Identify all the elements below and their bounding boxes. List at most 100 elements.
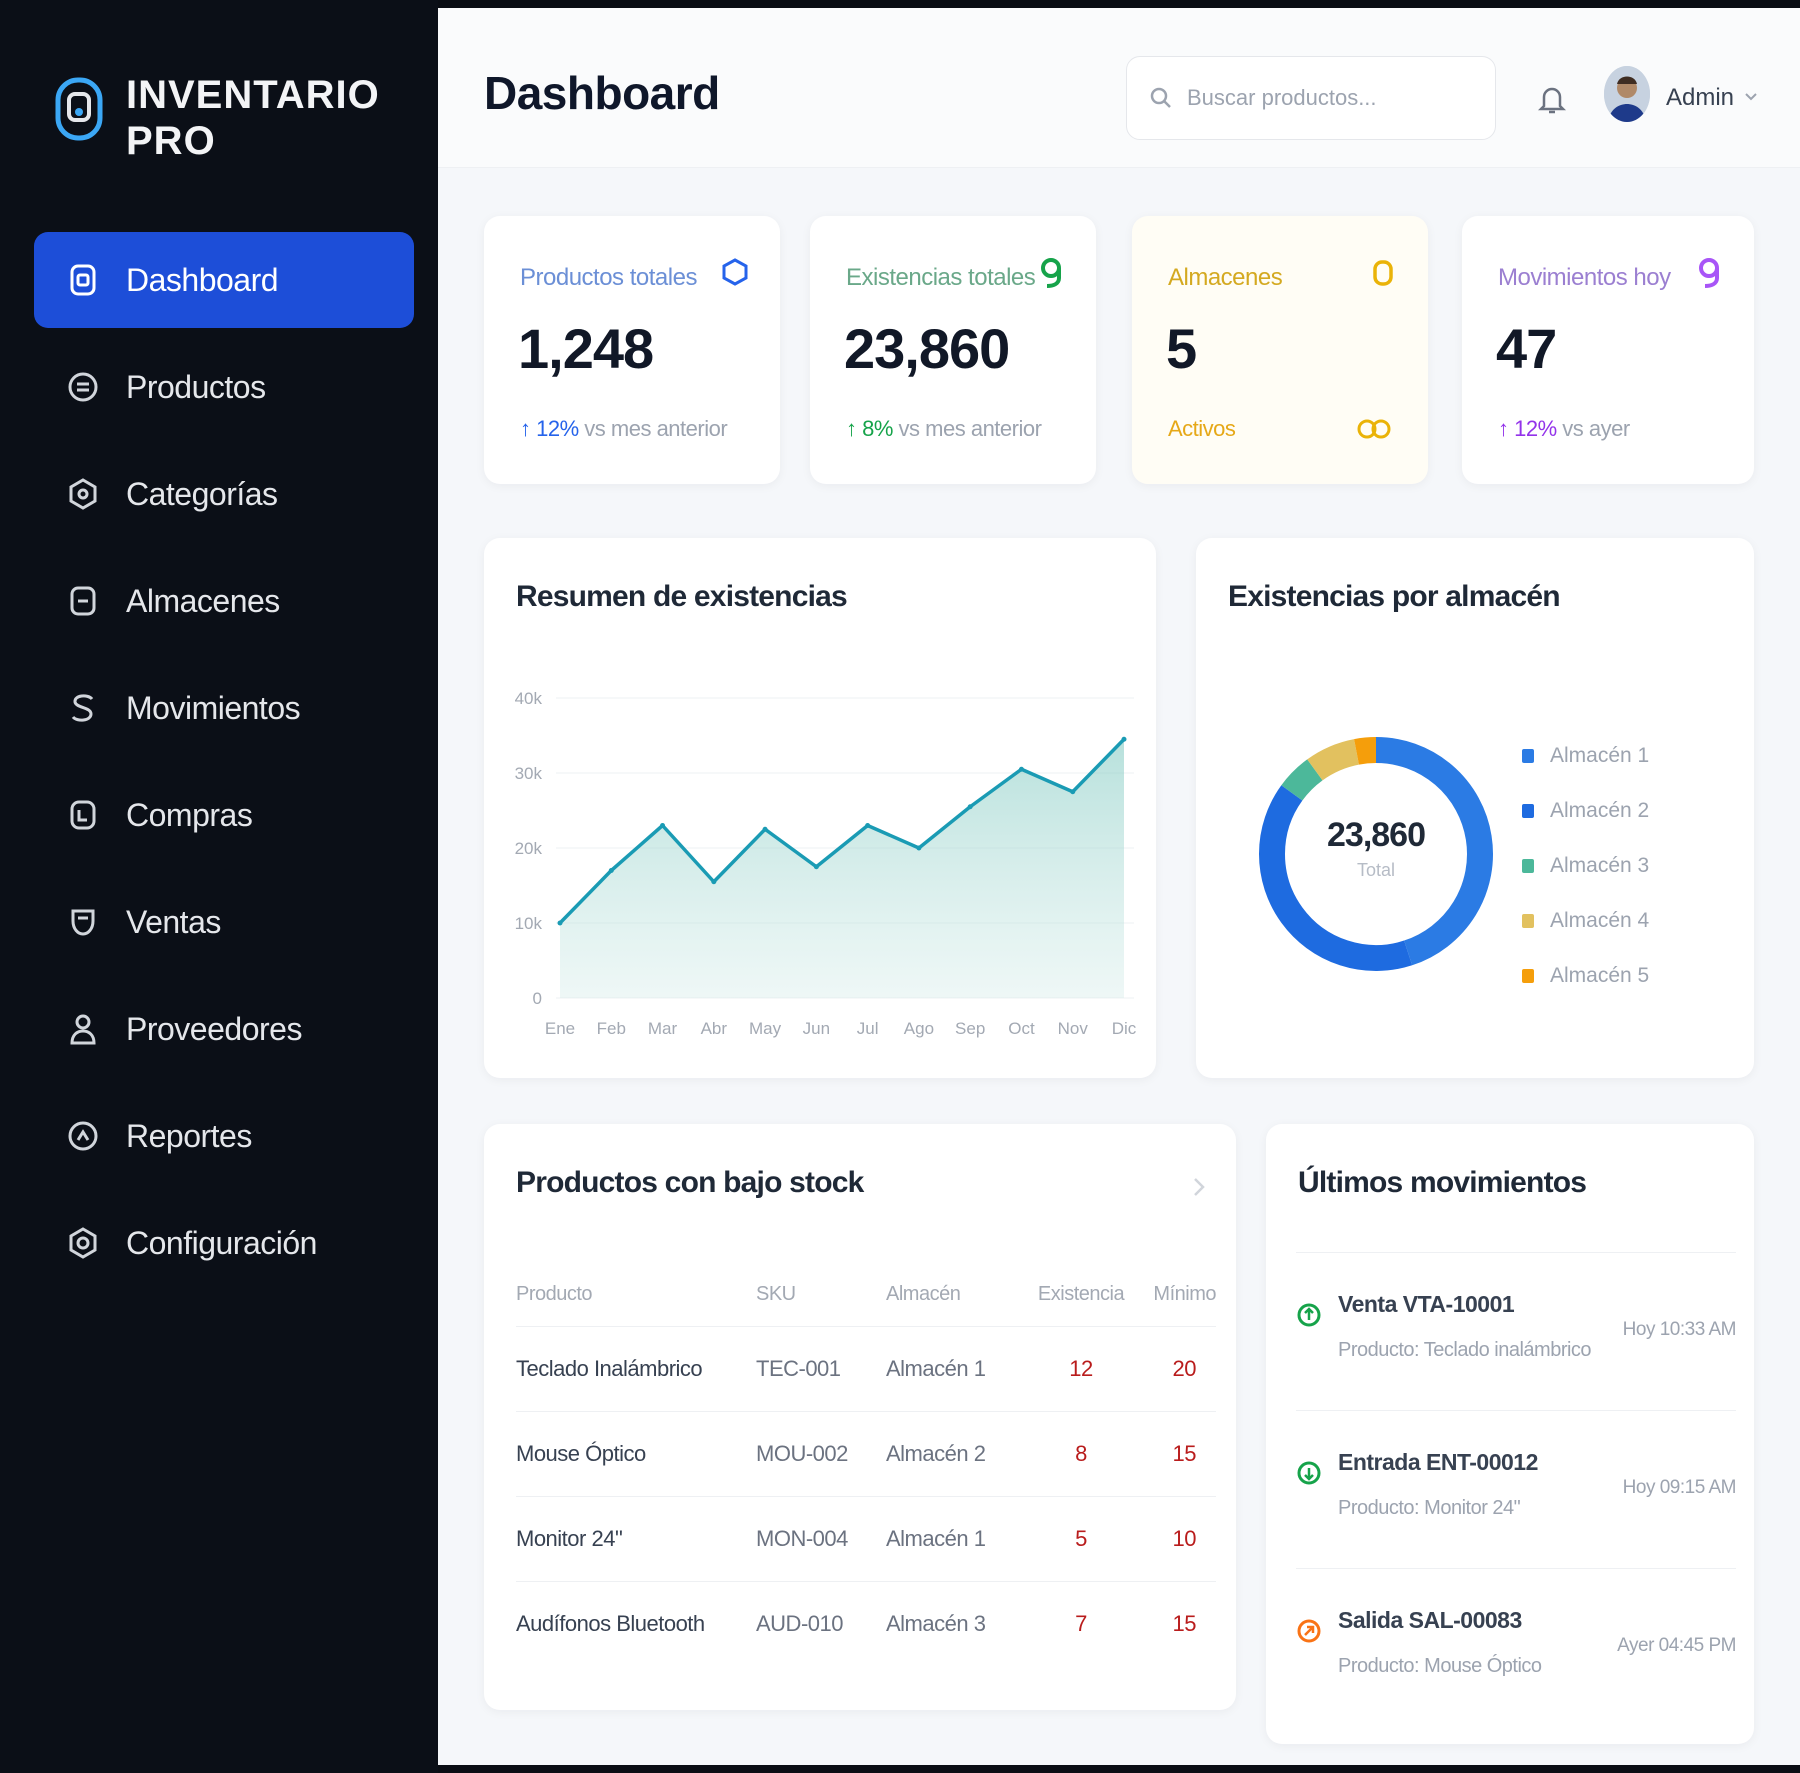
chart-title: Existencias por almacén [1228, 580, 1561, 613]
stat-card-existencias[interactable]: Existencias totales 23,860 ↑ 8% vs mes a… [810, 216, 1096, 484]
sidebar-item-label: Movimientos [126, 689, 301, 726]
column-header[interactable]: Mínimo [1136, 1264, 1217, 1327]
column-header[interactable]: Producto [516, 1264, 756, 1327]
table-row[interactable]: Mouse Óptico MOU-002 Almacén 2 8 15 [516, 1411, 1216, 1497]
sidebar-item-proveedores[interactable]: Proveedores [34, 981, 414, 1077]
movement-title: Salida SAL-00083 [1338, 1607, 1522, 1633]
x-tick-label: Dic [1112, 1019, 1137, 1038]
legend-item[interactable]: Almacén 5 [1522, 948, 1649, 1003]
stat-note: ↑ 12% vs ayer [1498, 416, 1630, 442]
x-tick-label: Ago [904, 1019, 934, 1038]
legend-item[interactable]: Almacén 3 [1522, 838, 1649, 893]
list-item[interactable]: Salida SAL-00083 Producto: Mouse Óptico … [1296, 1568, 1736, 1726]
stat-note-text: vs mes anterior [584, 416, 728, 441]
table-row[interactable]: Audífonos Bluetooth AUD-010 Almacén 3 7 … [516, 1581, 1216, 1666]
table-header-row: Producto SKU Almacén Existencia Mínimo [516, 1264, 1217, 1327]
stock-cell: 5 [1026, 1496, 1136, 1582]
column-header[interactable]: SKU [756, 1264, 886, 1327]
legend-item[interactable]: Almacén 4 [1522, 893, 1649, 948]
product-cell: Teclado Inalámbrico [516, 1326, 756, 1412]
product-cell: Monitor 24" [516, 1496, 756, 1582]
movements-list: Venta VTA-10001 Producto: Teclado inalám… [1296, 1252, 1737, 1726]
legend-swatch [1522, 748, 1534, 763]
donut-total-value: 23,860 [1327, 816, 1426, 854]
stat-delta: Activos [1168, 416, 1236, 441]
legend-swatch [1522, 858, 1534, 873]
chevron-right-icon[interactable] [1192, 1176, 1206, 1198]
sidebar-item-label: Reportes [126, 1117, 252, 1154]
warehouse-cell: Almacén 1 [886, 1496, 1026, 1582]
movements-title: Últimos movimientos [1298, 1166, 1587, 1199]
donut-slice [1375, 737, 1493, 966]
list-item[interactable]: Venta VTA-10001 Producto: Teclado inalám… [1296, 1252, 1737, 1410]
low-stock-table: Producto SKU Almacén Existencia Mínimo T… [516, 1264, 1217, 1666]
sidebar-item-ventas[interactable]: Ventas [34, 874, 414, 970]
movement-time: Hoy 09:15 AM [1622, 1477, 1737, 1498]
stock-area-chart: 0 10k 20k 30k 40k Ene Feb Mar Abr May Jun Jul Ago Sep… [515, 689, 1137, 1038]
sidebar-item-compras[interactable]: Compras [34, 767, 414, 863]
bell-icon[interactable] [1536, 82, 1568, 116]
stat-note-text: vs mes anterior [898, 416, 1042, 441]
sidebar-item-label: Dashboard [126, 261, 279, 298]
legend-label: Almacén 3 [1550, 853, 1650, 877]
sidebar-item-categorias[interactable]: Categorías [34, 446, 414, 542]
tag-icon [69, 478, 97, 510]
stat-label: Productos totales [520, 264, 697, 291]
warehouse-cell: Almacén 2 [886, 1411, 1026, 1497]
movement-time: Hoy 10:33 AM [1622, 1319, 1737, 1340]
data-point [1070, 789, 1076, 795]
sidebar-item-label: Categorías [126, 475, 278, 512]
column-header[interactable]: Almacén [886, 1264, 1026, 1327]
supplier-icon [70, 1014, 96, 1045]
data-point [813, 864, 819, 870]
user-avatar-icon [1604, 66, 1650, 122]
topbar: Dashboard Admin [438, 8, 1800, 168]
low-stock-title: Productos con bajo stock [516, 1166, 864, 1199]
sidebar-item-dashboard[interactable]: Dashboard [34, 232, 414, 328]
sidebar-item-configuracion[interactable]: Configuración [34, 1195, 414, 1291]
stat-delta: ↑ 8% [846, 416, 893, 441]
sidebar-item-movimientos[interactable]: Movimientos [34, 660, 414, 756]
cube-icon [722, 258, 748, 286]
stock-summary-card: Resumen de existencias 0 10k 20k 30k 40k Ene F… [484, 538, 1156, 1078]
x-tick-label: May [749, 1019, 782, 1038]
chevron-down-icon[interactable] [1744, 92, 1758, 102]
list-item[interactable]: Entrada ENT-00012 Producto: Monitor 24" … [1296, 1410, 1737, 1568]
stat-card-movimientos[interactable]: Movimientos hoy 47 ↑ 12% vs ayer [1462, 216, 1754, 484]
avatar[interactable] [1604, 66, 1650, 122]
stat-note: Activos [1168, 416, 1236, 442]
stock-cell: 12 [1026, 1326, 1136, 1412]
x-tick-label: Abr [701, 1019, 728, 1038]
stat-card-almacenes[interactable]: Almacenes 5 Activos [1132, 216, 1428, 484]
legend-item[interactable]: Almacén 2 [1522, 783, 1649, 838]
y-tick-label: 40k [515, 689, 543, 708]
brand[interactable]: INVENTARIO PRO [52, 72, 380, 164]
search-input[interactable] [1187, 85, 1457, 111]
legend-item[interactable]: Almacén 1 [1522, 728, 1649, 783]
stat-value: 47 [1496, 317, 1557, 380]
donut-legend: Almacén 1 Almacén 2 Almacén 3 Almacén 4 Alma… [1522, 728, 1649, 1003]
sidebar-item-almacenes[interactable]: Almacenes [34, 553, 414, 649]
sku-cell: MON-004 [756, 1496, 886, 1582]
search-box[interactable] [1126, 56, 1496, 140]
stat-card-productos[interactable]: Productos totales 1,248 ↑ 12% vs mes ant… [484, 216, 780, 484]
low-stock-card: Productos con bajo stock Producto SKU Al… [484, 1124, 1236, 1710]
table-row[interactable]: Teclado Inalámbrico TEC-001 Almacén 1 12… [516, 1326, 1216, 1412]
table-row[interactable]: Monitor 24" MON-004 Almacén 1 5 10 [516, 1496, 1216, 1582]
user-name[interactable]: Admin [1666, 84, 1735, 111]
exchange-icon [1699, 258, 1719, 288]
brand-line-1: INVENTARIO [126, 73, 380, 117]
data-point [557, 920, 563, 926]
sku-cell: AUD-010 [756, 1610, 843, 1636]
arrow-up-icon [1297, 1303, 1321, 1327]
data-point [1121, 736, 1127, 742]
stat-delta: ↑ 12% [1498, 416, 1557, 441]
sidebar-item-reportes[interactable]: Reportes [34, 1088, 414, 1184]
arrow-down-icon [1297, 1461, 1321, 1485]
movement-product: Producto: Monitor 24" [1338, 1497, 1521, 1519]
column-header[interactable]: Existencia [1026, 1264, 1136, 1327]
data-point [916, 845, 922, 851]
movements-card: Últimos movimientos Venta VTA-10001 Prod… [1266, 1124, 1754, 1744]
warehouse-donut-chart [1259, 737, 1493, 971]
sidebar-item-productos[interactable]: Productos [34, 339, 414, 435]
